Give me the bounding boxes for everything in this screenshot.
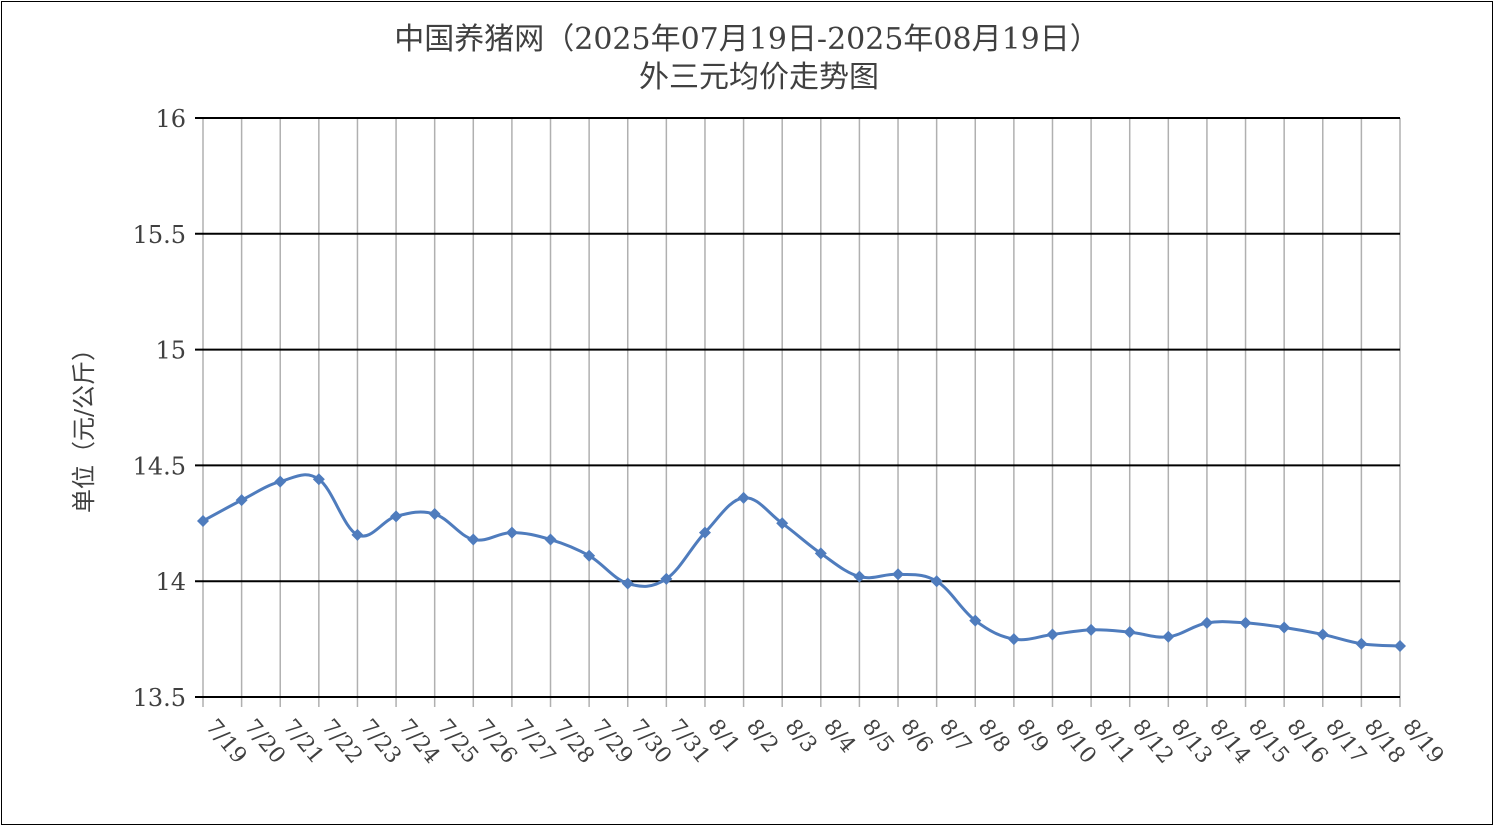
data-point — [698, 526, 711, 539]
x-tick-label: 8/12 — [1127, 715, 1178, 769]
series-line — [202, 473, 1401, 648]
x-tick-label: 7/31 — [664, 715, 715, 769]
chart-title: 中国养猪网（2025年07月19日-2025年08月19日） — [394, 22, 1100, 57]
x-tick-label: 7/27 — [509, 715, 560, 769]
data-point — [660, 572, 673, 585]
x-tick-label: 8/14 — [1204, 715, 1255, 769]
y-tick-label: 14 — [155, 568, 186, 596]
data-point — [467, 533, 480, 546]
data-point — [1007, 633, 1020, 646]
x-tick-label: 8/19 — [1397, 715, 1448, 769]
data-point — [544, 533, 557, 546]
vertical-gridlines — [202, 118, 1401, 707]
x-tick-label: 8/16 — [1282, 715, 1333, 769]
y-axis-label: 单位（元/公斤） — [70, 337, 98, 513]
x-tick-label: 8/2 — [741, 715, 783, 758]
x-tick-label: 7/19 — [200, 715, 251, 769]
data-point — [776, 517, 789, 530]
data-point — [583, 549, 596, 562]
data-point — [390, 510, 403, 523]
series-group — [197, 473, 1406, 653]
x-tick-label: 8/8 — [973, 715, 1015, 758]
x-axis-ticks: 7/197/207/217/227/237/247/257/267/277/28… — [200, 715, 1448, 769]
x-tick-label: 8/9 — [1011, 715, 1053, 758]
data-point — [853, 570, 866, 583]
data-point — [1316, 628, 1329, 641]
data-point — [312, 473, 325, 486]
x-tick-label: 8/3 — [780, 715, 822, 758]
x-tick-label: 7/21 — [278, 715, 329, 769]
x-tick-label: 8/17 — [1320, 715, 1371, 769]
y-tick-label: 14.5 — [133, 452, 186, 480]
data-point — [621, 577, 634, 590]
x-tick-label: 8/7 — [934, 715, 976, 758]
x-tick-label: 8/11 — [1089, 715, 1140, 769]
y-tick-label: 15.5 — [133, 221, 186, 249]
x-tick-label: 8/6 — [895, 715, 937, 758]
data-point — [505, 526, 518, 539]
data-point — [1200, 616, 1213, 629]
data-point — [892, 568, 905, 581]
y-tick-label: 15 — [155, 337, 186, 365]
x-tick-label: 8/5 — [857, 715, 899, 758]
x-tick-label: 7/23 — [355, 715, 406, 769]
x-tick-label: 8/10 — [1050, 715, 1101, 769]
data-point — [1239, 616, 1252, 629]
x-tick-label: 7/25 — [432, 715, 483, 769]
x-tick-label: 7/20 — [239, 715, 290, 769]
x-tick-label: 8/15 — [1243, 715, 1294, 769]
y-tick-label: 16 — [155, 105, 186, 133]
data-point — [1278, 621, 1291, 634]
x-tick-label: 7/28 — [548, 715, 599, 769]
data-point — [235, 494, 248, 507]
x-tick-label: 8/4 — [818, 715, 860, 758]
data-point — [351, 528, 364, 541]
data-point — [814, 547, 827, 560]
data-point — [274, 475, 287, 488]
data-point — [930, 575, 943, 588]
x-tick-label: 7/26 — [471, 715, 522, 769]
data-point — [1355, 637, 1368, 650]
data-point — [737, 491, 750, 504]
data-point — [1123, 626, 1136, 639]
data-point — [1085, 623, 1098, 636]
x-tick-label: 7/29 — [587, 715, 638, 769]
data-point — [197, 514, 209, 527]
horizontal-gridlines — [195, 117, 1400, 698]
x-tick-label: 8/18 — [1359, 715, 1410, 769]
data-point — [1046, 628, 1059, 641]
y-tick-label: 13.5 — [133, 684, 186, 712]
data-point — [1162, 630, 1175, 643]
x-tick-label: 7/22 — [316, 715, 367, 769]
data-point — [1394, 640, 1406, 653]
data-point — [428, 508, 441, 521]
x-tick-label: 7/24 — [393, 715, 444, 769]
y-axis-ticks: 13.5 14 14.5 15 15.5 16 — [133, 105, 186, 712]
chart-subtitle: 外三元均价走势图 — [639, 60, 879, 95]
data-point — [969, 614, 982, 627]
x-tick-label: 8/13 — [1166, 715, 1217, 769]
x-tick-label: 7/30 — [625, 715, 676, 769]
